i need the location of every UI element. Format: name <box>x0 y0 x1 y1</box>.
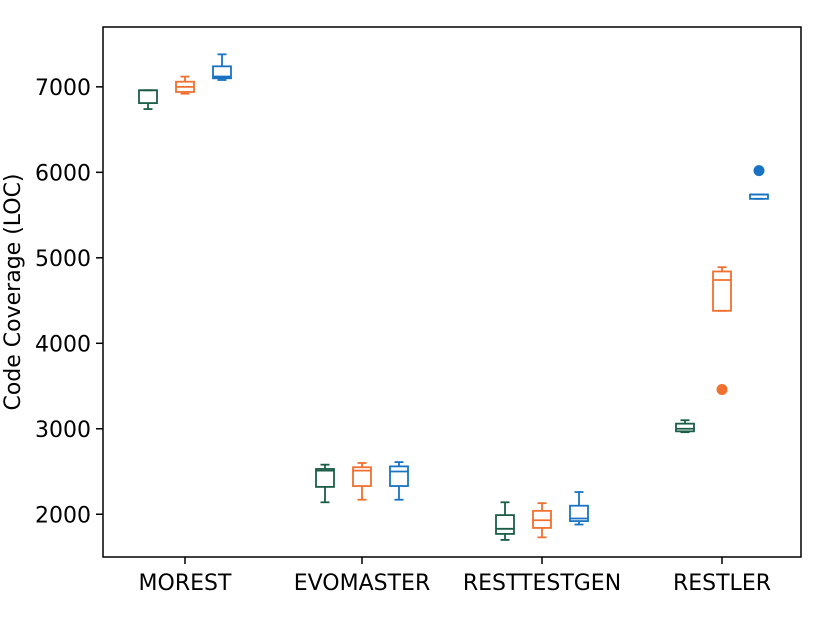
x-tick-label: RESTTESTGEN <box>463 571 621 596</box>
box-plot <box>495 501 515 541</box>
iqr-box <box>389 465 409 487</box>
iqr-box <box>315 468 335 488</box>
box-plot <box>138 89 158 110</box>
outlier-point <box>716 383 728 395</box>
box-plot <box>315 463 335 504</box>
box-plot <box>569 491 589 526</box>
y-tick-label: 2000 <box>35 503 91 528</box>
x-tick-label: MOREST <box>139 571 232 596</box>
iqr-box <box>712 270 732 312</box>
iqr-box <box>675 422 695 433</box>
outlier-point <box>753 165 765 177</box>
x-axis: MOREST EVOMASTER RESTTESTGEN RESTLER <box>139 557 771 596</box>
y-tick-label: 4000 <box>35 332 91 357</box>
box-plot <box>212 53 232 81</box>
box-plot <box>389 461 409 501</box>
iqr-box <box>495 514 515 535</box>
y-axis: 2000 3000 4000 5000 6000 7000 <box>35 76 103 528</box>
plot-frame <box>102 26 802 558</box>
y-tick-label: 7000 <box>35 76 91 101</box>
iqr-box <box>352 466 372 487</box>
x-tick-label: EVOMASTER <box>294 571 431 596</box>
iqr-box <box>212 65 232 80</box>
box-plot <box>352 462 372 501</box>
box-plot <box>532 502 552 539</box>
box-plot <box>712 266 732 395</box>
x-tick-label: RESTLER <box>673 571 771 596</box>
y-tick-label: 3000 <box>35 418 91 443</box>
box-plot <box>749 165 769 200</box>
box-plot <box>175 75 195 95</box>
iqr-box <box>138 89 158 104</box>
y-tick-label: 6000 <box>35 161 91 186</box>
box-plot <box>675 419 695 434</box>
y-tick-label: 5000 <box>35 247 91 272</box>
y-axis-label: Code Coverage (LOC) <box>1 173 26 410</box>
iqr-box <box>569 504 589 522</box>
plot-layer <box>138 53 769 541</box>
